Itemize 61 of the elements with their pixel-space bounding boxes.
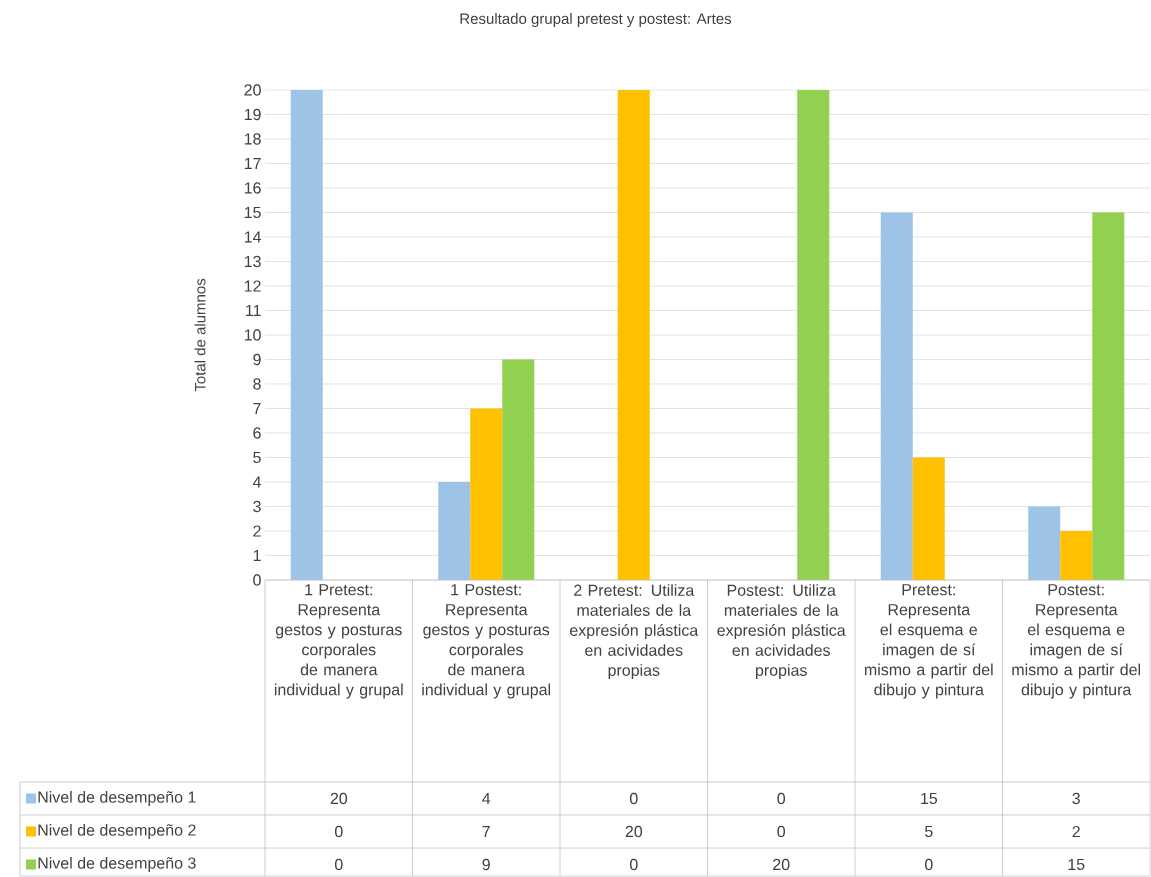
data-label: 0 [334, 825, 343, 838]
y-tick-label: 8 [253, 378, 261, 390]
y-axis-title: Total de alumnos [194, 278, 206, 392]
y-tick-label: 9 [253, 353, 261, 366]
y-tick-label: 15 [244, 206, 261, 219]
legend-label: Nivel de desempeño 3 [38, 857, 196, 872]
y-tick-label: 2 [253, 525, 261, 537]
data-label: 5 [925, 825, 933, 838]
data-label: 20 [773, 858, 790, 871]
data-label: 0 [777, 792, 786, 805]
data-label: 0 [777, 825, 786, 838]
bar [1092, 212, 1125, 580]
bar [1060, 530, 1093, 580]
x-tick-label: 1 Postest: Representa gestos y posturas corporales de manera individual y grupal [422, 584, 551, 699]
data-label: 15 [921, 792, 938, 805]
data-label: 20 [330, 792, 348, 805]
bar [290, 89, 323, 580]
data-label: 0 [629, 792, 638, 805]
x-tick-label: Pretest: Representa el esquema e imagen de sí mismo a partir del dibujo y pintura [864, 584, 993, 699]
y-tick-label: 3 [253, 500, 261, 513]
bar [1028, 506, 1061, 580]
bar [880, 212, 913, 580]
bar [912, 457, 945, 580]
chart-title: Resultado grupal pretest y postest: Artes [460, 12, 732, 27]
y-tick-label: 5 [253, 451, 261, 464]
legend-label: Nivel de desempeño 2 [38, 824, 196, 839]
y-tick-label: 14 [244, 231, 261, 243]
y-tick-label: 19 [244, 108, 261, 121]
y-tick-label: 16 [244, 182, 261, 194]
x-tick-label: 2 Pretest: Utiliza materiales de la expresión plástica en acividades propias [570, 584, 699, 680]
bar [502, 359, 535, 580]
data-label: 0 [334, 858, 343, 871]
data-label: 0 [924, 858, 933, 871]
y-tick-label: 0 [253, 574, 261, 586]
y-tick-label: 20 [244, 84, 261, 96]
data-label: 4 [482, 792, 491, 804]
y-tick-label: 4 [252, 476, 261, 488]
y-tick-label: 12 [244, 280, 261, 292]
legend-label: Nivel de desempeño 1 [38, 791, 196, 806]
y-tick-label: 13 [244, 255, 261, 268]
bar [438, 481, 471, 580]
data-label: 7 [482, 825, 490, 837]
data-label: 20 [625, 825, 643, 838]
data-label: 9 [482, 858, 490, 871]
x-tick-label: Postest: Representa el esquema e imagen de sí mismo a partir del dibujo y pintura [1012, 584, 1140, 699]
data-label: 2 [1072, 825, 1080, 838]
y-tick-label: 18 [244, 133, 261, 145]
y-tick-label: 6 [253, 427, 261, 439]
bar [470, 408, 503, 580]
data-label: 3 [1072, 792, 1080, 805]
y-tick-label: 7 [253, 402, 261, 414]
y-tick-label: 1 [253, 549, 261, 561]
y-tick-label: 10 [244, 329, 261, 341]
bar [617, 89, 650, 580]
bar [797, 89, 830, 580]
x-tick-label: Postest: Utiliza materiales de la expresión plástica en acividades propias [717, 584, 846, 680]
y-tick-label: 17 [244, 157, 261, 169]
x-tick-label: 1 Pretest: Representa gestos y posturas corporales de manera individual y grupal [274, 584, 403, 699]
y-tick-label: 11 [246, 304, 261, 316]
data-label: 15 [1068, 858, 1085, 871]
data-label: 0 [629, 858, 638, 871]
